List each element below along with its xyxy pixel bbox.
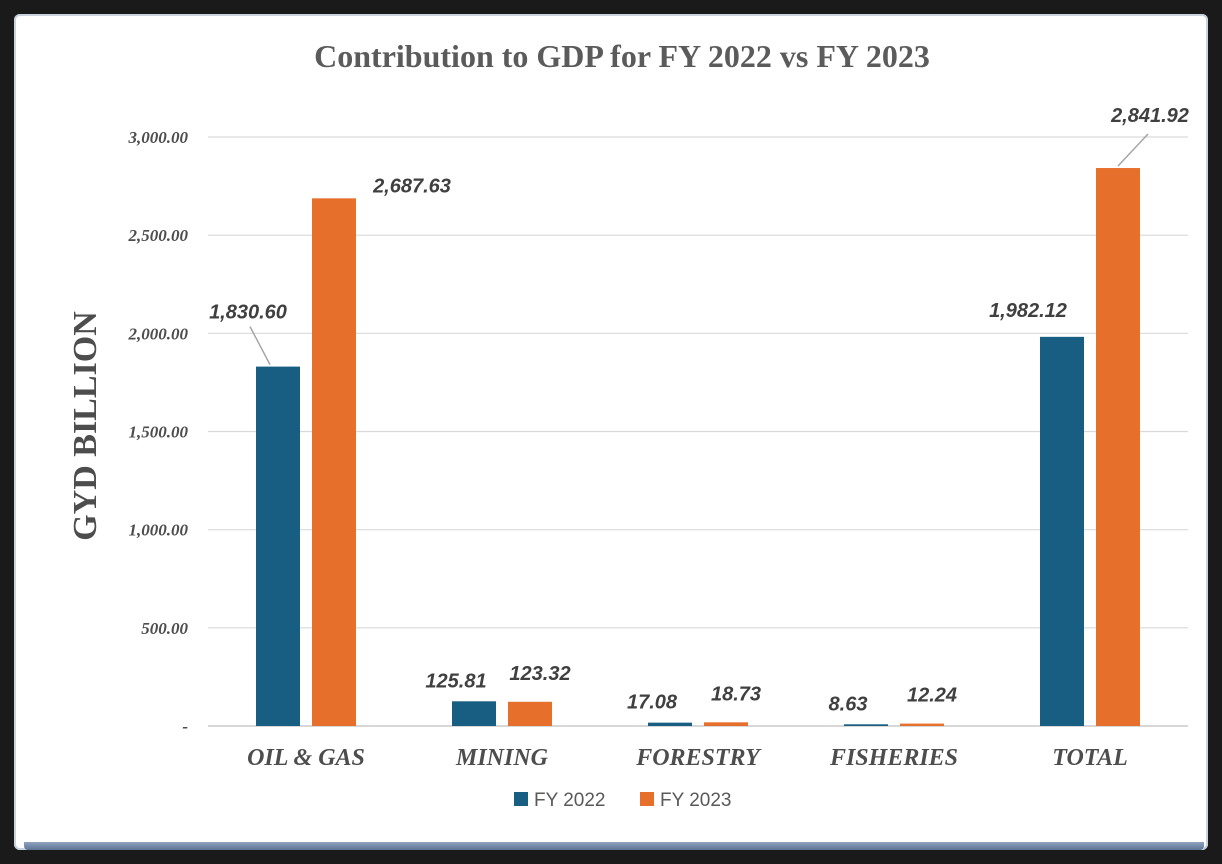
y-tick-label: 500.00 xyxy=(141,619,188,638)
legend-swatch xyxy=(640,792,654,806)
data-label: 125.81 xyxy=(425,670,486,692)
y-tick-label: 1,000.00 xyxy=(129,521,189,540)
data-labels: 1,830.60 2,687.63 125.81 123.32 17.08 18.73 8.… xyxy=(209,105,1189,715)
bar xyxy=(1040,336,1084,726)
y-tick-label: 3,000.00 xyxy=(128,128,189,147)
y-axis-ticks: - 500.00 1,000.00 1,500.00 2,000.00 2,500.00 3… xyxy=(128,128,189,736)
data-label: 1,982.12 xyxy=(989,300,1067,322)
legend: FY 2022 FY 2023 xyxy=(514,790,731,811)
y-tick-label: 2,500.00 xyxy=(128,226,189,245)
data-label: 18.73 xyxy=(711,683,761,705)
data-label: 8.63 xyxy=(829,693,868,715)
bar xyxy=(648,722,692,726)
y-tick-label: 1,500.00 xyxy=(129,423,189,442)
y-tick-label: - xyxy=(182,717,188,736)
x-tick-label: OIL & GAS xyxy=(247,745,365,771)
grid-lines xyxy=(208,136,1188,727)
leader-line xyxy=(1117,133,1149,167)
data-label: 12.24 xyxy=(907,685,957,707)
bar xyxy=(312,198,356,727)
bar xyxy=(256,366,300,726)
panel-shadow xyxy=(24,842,1204,850)
bar xyxy=(704,722,748,726)
leader-line xyxy=(249,326,271,365)
bar xyxy=(900,723,944,726)
data-label: 2,687.63 xyxy=(372,175,451,197)
data-label: 1,830.60 xyxy=(209,302,287,324)
data-label: 2,841.92 xyxy=(1110,105,1189,127)
x-tick-label: MINING xyxy=(455,745,549,771)
bar xyxy=(1096,168,1140,726)
data-label: 17.08 xyxy=(627,692,678,714)
y-axis-label: GYD BILLION xyxy=(67,311,104,541)
bars xyxy=(256,168,1140,727)
bar xyxy=(508,701,552,726)
bar xyxy=(844,724,888,726)
data-label: 123.32 xyxy=(509,663,570,685)
chart-title: Contribution to GDP for FY 2022 vs FY 20… xyxy=(314,38,930,74)
legend-swatch xyxy=(514,792,528,806)
y-tick-label: 2,000.00 xyxy=(128,324,189,343)
x-tick-label: TOTAL xyxy=(1052,745,1128,771)
x-tick-label: FORESTRY xyxy=(635,745,762,771)
x-tick-label: FISHERIES xyxy=(829,745,958,771)
bar xyxy=(452,701,496,726)
legend-label: FY 2022 xyxy=(534,790,605,811)
x-axis-ticks: OIL & GAS MINING FORESTRY FISHERIES TOTAL xyxy=(247,745,1128,771)
legend-label: FY 2023 xyxy=(660,790,731,811)
